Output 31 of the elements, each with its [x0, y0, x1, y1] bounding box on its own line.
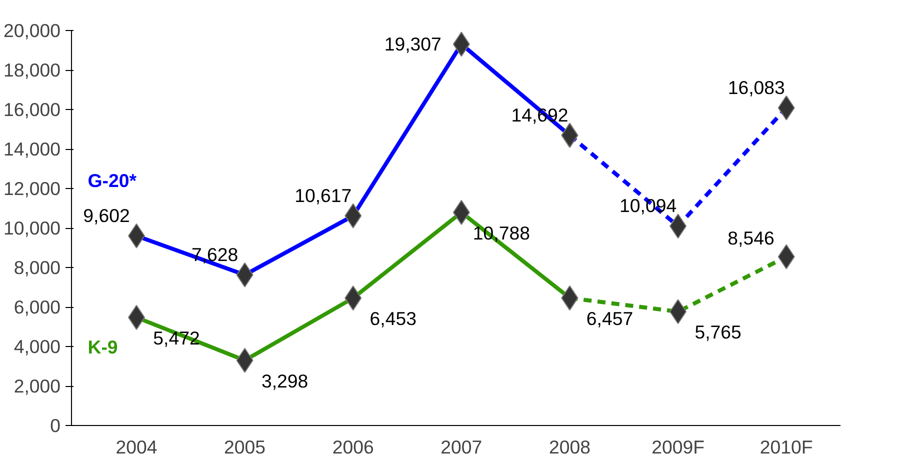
- y-tick-label: 4,000: [14, 336, 60, 357]
- y-tick-label: 14,000: [3, 138, 60, 160]
- x-tick-label: 2009F: [652, 436, 704, 458]
- y-tick-label: 16,000: [3, 99, 60, 120]
- data-label: 19,307: [384, 34, 442, 55]
- x-tick-label: 2006: [332, 436, 374, 458]
- data-label: 9,602: [83, 204, 130, 226]
- x-tick-label: 2010F: [760, 436, 813, 458]
- data-label: 3,298: [261, 370, 308, 392]
- y-tick-label: 20,000: [3, 20, 60, 41]
- data-label: 16,083: [728, 76, 785, 98]
- y-tick-label: 18,000: [3, 60, 60, 80]
- y-tick-label: 12,000: [3, 178, 60, 199]
- series-label: K-9: [88, 336, 118, 358]
- y-tick-label: 10,000: [3, 218, 60, 238]
- data-label: 10,094: [620, 195, 677, 216]
- x-tick-label: 2007: [440, 436, 482, 458]
- x-tick-label: 2004: [116, 436, 158, 458]
- y-tick-label: 8,000: [14, 257, 60, 278]
- data-label: 6,453: [370, 308, 416, 330]
- data-label: 10,617: [294, 184, 352, 206]
- x-tick-label: 2008: [548, 436, 590, 458]
- y-tick-label: 0: [50, 415, 61, 436]
- y-tick-label: 2,000: [14, 376, 60, 396]
- data-label: 5,765: [694, 322, 742, 343]
- data-label: 6,457: [586, 308, 634, 329]
- data-label: 8,546: [728, 228, 774, 249]
- series-label: G-20*: [88, 170, 138, 191]
- data-label: 7,628: [191, 244, 238, 265]
- y-tick-label: 6,000: [14, 296, 60, 318]
- x-tick-label: 2005: [224, 436, 266, 458]
